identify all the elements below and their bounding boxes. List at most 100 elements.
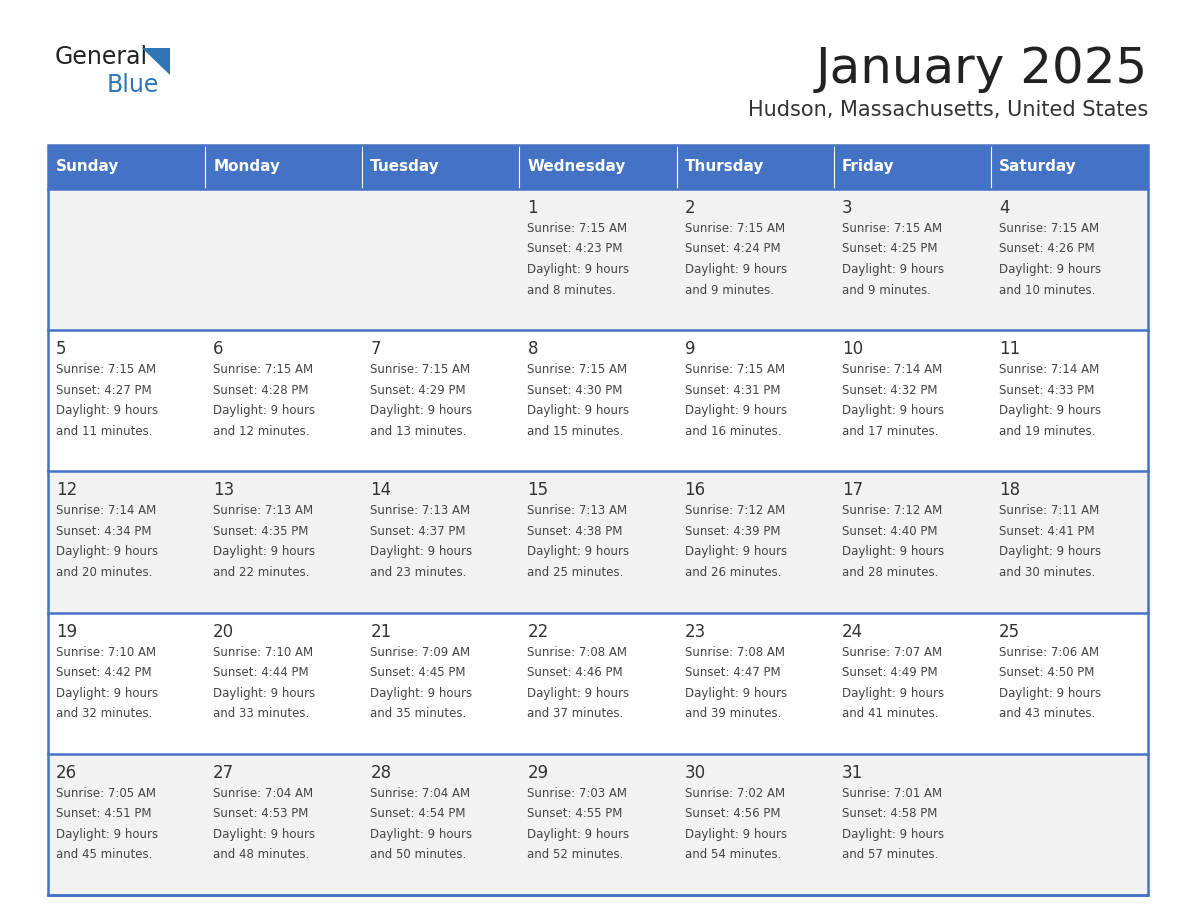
Text: Sunset: 4:56 PM: Sunset: 4:56 PM bbox=[684, 807, 781, 821]
Text: Daylight: 9 hours: Daylight: 9 hours bbox=[999, 545, 1101, 558]
Bar bbox=[48, 612, 1148, 754]
Text: 26: 26 bbox=[56, 764, 77, 782]
Bar bbox=[48, 145, 1148, 895]
Text: Daylight: 9 hours: Daylight: 9 hours bbox=[999, 404, 1101, 417]
Text: Daylight: 9 hours: Daylight: 9 hours bbox=[527, 687, 630, 700]
Text: Sunset: 4:26 PM: Sunset: 4:26 PM bbox=[999, 242, 1094, 255]
Text: Sunrise: 7:09 AM: Sunrise: 7:09 AM bbox=[371, 645, 470, 658]
Text: Sunrise: 7:06 AM: Sunrise: 7:06 AM bbox=[999, 645, 1099, 658]
Text: and 16 minutes.: and 16 minutes. bbox=[684, 425, 781, 438]
Text: 2: 2 bbox=[684, 199, 695, 217]
Text: Daylight: 9 hours: Daylight: 9 hours bbox=[213, 828, 315, 841]
Text: Daylight: 9 hours: Daylight: 9 hours bbox=[371, 545, 473, 558]
Text: Sunset: 4:34 PM: Sunset: 4:34 PM bbox=[56, 525, 152, 538]
Text: and 26 minutes.: and 26 minutes. bbox=[684, 565, 781, 579]
Text: and 39 minutes.: and 39 minutes. bbox=[684, 707, 781, 720]
Text: 7: 7 bbox=[371, 341, 381, 358]
Text: Saturday: Saturday bbox=[999, 160, 1076, 174]
Text: Blue: Blue bbox=[107, 73, 159, 97]
Text: Sunrise: 7:13 AM: Sunrise: 7:13 AM bbox=[527, 504, 627, 518]
Text: Sunset: 4:44 PM: Sunset: 4:44 PM bbox=[213, 666, 309, 679]
Text: Sunrise: 7:14 AM: Sunrise: 7:14 AM bbox=[999, 364, 1099, 376]
Text: and 37 minutes.: and 37 minutes. bbox=[527, 707, 624, 720]
Bar bbox=[834, 145, 991, 189]
Text: Sunset: 4:55 PM: Sunset: 4:55 PM bbox=[527, 807, 623, 821]
Text: Daylight: 9 hours: Daylight: 9 hours bbox=[371, 404, 473, 417]
Text: Sunset: 4:58 PM: Sunset: 4:58 PM bbox=[842, 807, 937, 821]
Text: Daylight: 9 hours: Daylight: 9 hours bbox=[527, 545, 630, 558]
Text: Sunrise: 7:04 AM: Sunrise: 7:04 AM bbox=[371, 787, 470, 800]
Text: Sunset: 4:27 PM: Sunset: 4:27 PM bbox=[56, 384, 152, 397]
Text: and 8 minutes.: and 8 minutes. bbox=[527, 284, 617, 297]
Text: Sunrise: 7:15 AM: Sunrise: 7:15 AM bbox=[684, 222, 785, 235]
Text: Daylight: 9 hours: Daylight: 9 hours bbox=[213, 545, 315, 558]
Text: Sunday: Sunday bbox=[56, 160, 119, 174]
Text: Daylight: 9 hours: Daylight: 9 hours bbox=[842, 545, 943, 558]
Text: and 25 minutes.: and 25 minutes. bbox=[527, 565, 624, 579]
Text: and 41 minutes.: and 41 minutes. bbox=[842, 707, 939, 720]
Text: Sunset: 4:41 PM: Sunset: 4:41 PM bbox=[999, 525, 1094, 538]
Text: Sunset: 4:28 PM: Sunset: 4:28 PM bbox=[213, 384, 309, 397]
Text: Sunrise: 7:03 AM: Sunrise: 7:03 AM bbox=[527, 787, 627, 800]
Text: Sunset: 4:31 PM: Sunset: 4:31 PM bbox=[684, 384, 781, 397]
Text: 18: 18 bbox=[999, 481, 1020, 499]
Text: 10: 10 bbox=[842, 341, 862, 358]
Bar bbox=[48, 145, 206, 189]
Text: Sunrise: 7:15 AM: Sunrise: 7:15 AM bbox=[527, 222, 627, 235]
Text: 27: 27 bbox=[213, 764, 234, 782]
Text: 3: 3 bbox=[842, 199, 852, 217]
Text: Sunset: 4:25 PM: Sunset: 4:25 PM bbox=[842, 242, 937, 255]
Text: Daylight: 9 hours: Daylight: 9 hours bbox=[56, 545, 158, 558]
Text: Daylight: 9 hours: Daylight: 9 hours bbox=[371, 687, 473, 700]
Text: Daylight: 9 hours: Daylight: 9 hours bbox=[999, 687, 1101, 700]
Text: 6: 6 bbox=[213, 341, 223, 358]
Text: and 23 minutes.: and 23 minutes. bbox=[371, 565, 467, 579]
Bar bbox=[48, 754, 1148, 895]
Text: and 20 minutes.: and 20 minutes. bbox=[56, 565, 152, 579]
Text: Sunrise: 7:15 AM: Sunrise: 7:15 AM bbox=[999, 222, 1099, 235]
Bar bbox=[48, 330, 1148, 472]
Text: and 33 minutes.: and 33 minutes. bbox=[213, 707, 309, 720]
Text: and 48 minutes.: and 48 minutes. bbox=[213, 848, 310, 861]
Text: Daylight: 9 hours: Daylight: 9 hours bbox=[684, 404, 786, 417]
Text: and 52 minutes.: and 52 minutes. bbox=[527, 848, 624, 861]
Text: and 12 minutes.: and 12 minutes. bbox=[213, 425, 310, 438]
Text: 28: 28 bbox=[371, 764, 391, 782]
Text: Daylight: 9 hours: Daylight: 9 hours bbox=[371, 828, 473, 841]
Text: Sunrise: 7:15 AM: Sunrise: 7:15 AM bbox=[56, 364, 156, 376]
Text: Sunset: 4:38 PM: Sunset: 4:38 PM bbox=[527, 525, 623, 538]
Polygon shape bbox=[143, 48, 170, 75]
Text: Sunset: 4:53 PM: Sunset: 4:53 PM bbox=[213, 807, 309, 821]
Text: Daylight: 9 hours: Daylight: 9 hours bbox=[56, 687, 158, 700]
Text: Sunset: 4:40 PM: Sunset: 4:40 PM bbox=[842, 525, 937, 538]
Text: Sunrise: 7:15 AM: Sunrise: 7:15 AM bbox=[842, 222, 942, 235]
Text: Tuesday: Tuesday bbox=[371, 160, 440, 174]
Text: Sunrise: 7:12 AM: Sunrise: 7:12 AM bbox=[842, 504, 942, 518]
Text: Daylight: 9 hours: Daylight: 9 hours bbox=[213, 687, 315, 700]
Text: 8: 8 bbox=[527, 341, 538, 358]
Text: Thursday: Thursday bbox=[684, 160, 764, 174]
Text: 5: 5 bbox=[56, 341, 67, 358]
Text: and 11 minutes.: and 11 minutes. bbox=[56, 425, 152, 438]
Text: and 57 minutes.: and 57 minutes. bbox=[842, 848, 939, 861]
Text: Sunset: 4:50 PM: Sunset: 4:50 PM bbox=[999, 666, 1094, 679]
Bar bbox=[519, 145, 677, 189]
Text: 25: 25 bbox=[999, 622, 1020, 641]
Text: Sunset: 4:54 PM: Sunset: 4:54 PM bbox=[371, 807, 466, 821]
Text: 20: 20 bbox=[213, 622, 234, 641]
Text: Daylight: 9 hours: Daylight: 9 hours bbox=[213, 404, 315, 417]
Text: January 2025: January 2025 bbox=[816, 45, 1148, 93]
Text: Sunrise: 7:11 AM: Sunrise: 7:11 AM bbox=[999, 504, 1099, 518]
Text: and 22 minutes.: and 22 minutes. bbox=[213, 565, 310, 579]
Text: and 19 minutes.: and 19 minutes. bbox=[999, 425, 1095, 438]
Text: Sunset: 4:39 PM: Sunset: 4:39 PM bbox=[684, 525, 781, 538]
Text: Sunrise: 7:14 AM: Sunrise: 7:14 AM bbox=[56, 504, 157, 518]
Text: Sunrise: 7:13 AM: Sunrise: 7:13 AM bbox=[371, 504, 470, 518]
Text: and 45 minutes.: and 45 minutes. bbox=[56, 848, 152, 861]
Text: Sunrise: 7:15 AM: Sunrise: 7:15 AM bbox=[684, 364, 785, 376]
Text: Wednesday: Wednesday bbox=[527, 160, 626, 174]
Text: 1: 1 bbox=[527, 199, 538, 217]
Text: Sunset: 4:32 PM: Sunset: 4:32 PM bbox=[842, 384, 937, 397]
Bar bbox=[991, 145, 1148, 189]
Text: and 10 minutes.: and 10 minutes. bbox=[999, 284, 1095, 297]
